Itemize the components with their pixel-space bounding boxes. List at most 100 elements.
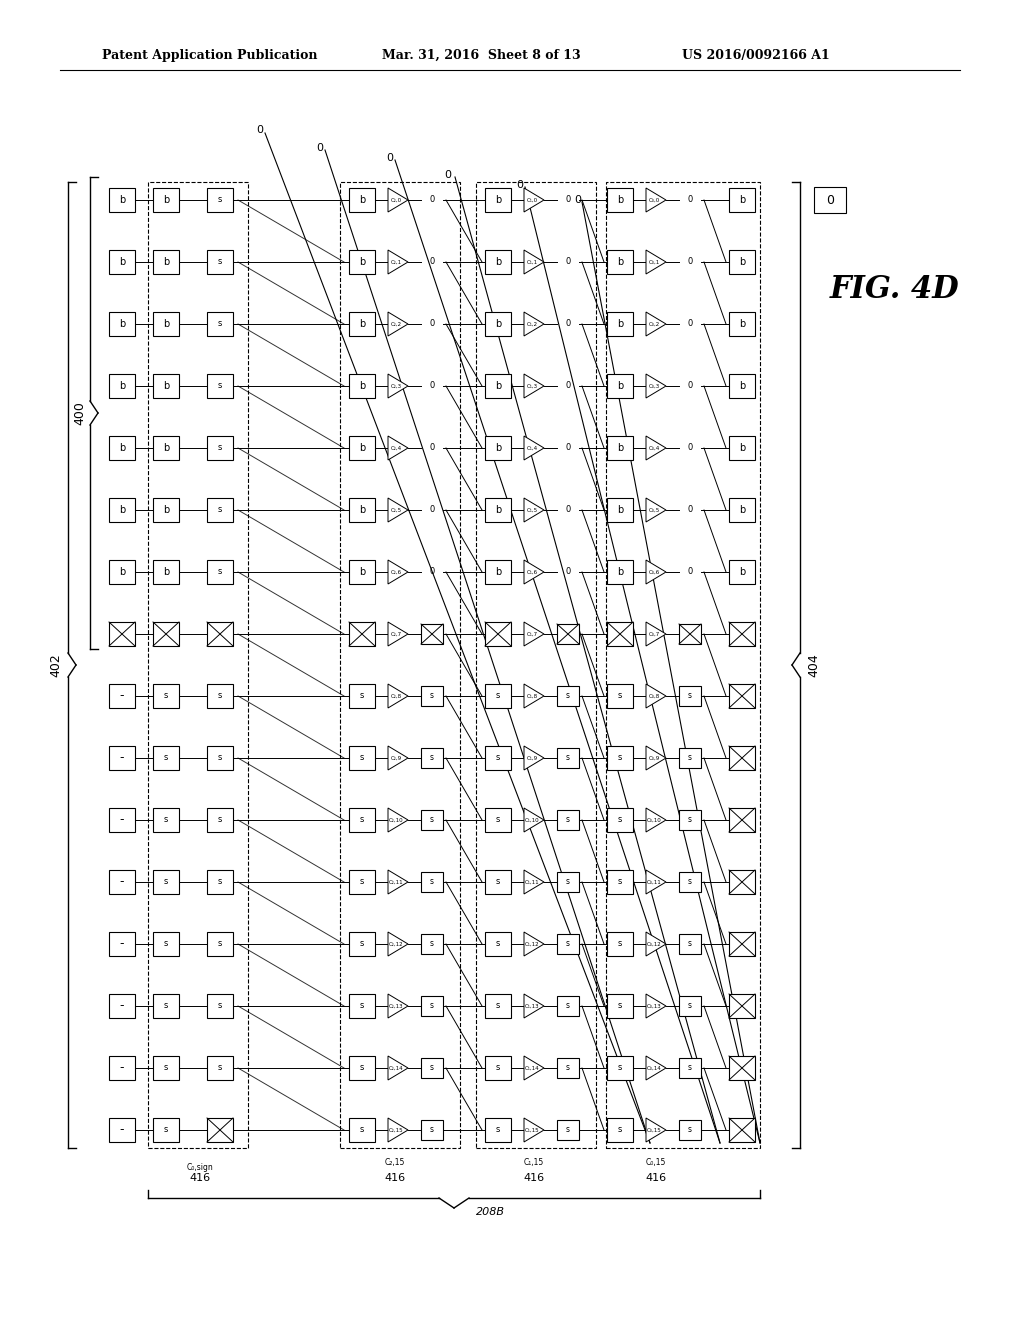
Text: s: s (430, 816, 434, 825)
Text: 0: 0 (429, 506, 434, 515)
Text: C₀,sign: C₀,sign (186, 1163, 213, 1172)
Text: s: s (164, 1126, 168, 1134)
Text: s: s (566, 940, 570, 949)
Bar (729, 1056, 755, 1080)
Polygon shape (646, 1118, 666, 1142)
Polygon shape (388, 994, 408, 1018)
Text: s: s (164, 816, 168, 825)
Polygon shape (524, 808, 544, 832)
Bar (729, 187, 755, 213)
Text: b: b (119, 568, 125, 577)
Text: C₀,6: C₀,6 (648, 569, 659, 574)
Bar (349, 932, 375, 956)
Text: C₀,14: C₀,14 (646, 1065, 662, 1071)
Text: s: s (218, 940, 222, 949)
Polygon shape (646, 746, 666, 770)
Polygon shape (388, 870, 408, 894)
Text: C₀,7: C₀,7 (648, 631, 659, 636)
Bar (153, 684, 179, 708)
Polygon shape (388, 249, 408, 275)
Bar (349, 312, 375, 337)
Bar (729, 932, 755, 956)
Text: C₁,15: C₁,15 (524, 1158, 544, 1167)
Bar (485, 312, 511, 337)
Bar (109, 436, 135, 459)
Text: 0: 0 (565, 257, 570, 267)
Text: 0: 0 (565, 319, 570, 329)
Text: s: s (430, 692, 434, 701)
Bar (485, 374, 511, 399)
Text: s: s (617, 878, 623, 887)
Text: b: b (739, 568, 745, 577)
Polygon shape (646, 187, 666, 213)
Bar (109, 808, 135, 832)
Bar (109, 994, 135, 1018)
Bar (207, 932, 233, 956)
Bar (207, 498, 233, 521)
Text: C₂,11: C₂,11 (389, 879, 403, 884)
Polygon shape (388, 1056, 408, 1080)
Text: C₁,1: C₁,1 (526, 260, 538, 264)
Text: C₀,11: C₀,11 (646, 879, 662, 884)
Text: C₂,0: C₂,0 (390, 198, 401, 202)
Text: b: b (163, 568, 169, 577)
Polygon shape (524, 1118, 544, 1142)
Text: s: s (218, 195, 222, 205)
Bar (557, 624, 579, 644)
Bar (485, 622, 511, 645)
Text: s: s (430, 1064, 434, 1072)
Text: C₀,1: C₀,1 (648, 260, 659, 264)
Bar (557, 810, 579, 830)
Bar (679, 624, 701, 644)
Text: b: b (495, 506, 501, 515)
Text: s: s (566, 878, 570, 887)
Text: s: s (430, 1002, 434, 1011)
Bar (485, 1056, 511, 1080)
Text: b: b (358, 506, 366, 515)
Bar (607, 560, 633, 583)
Text: C₂,4: C₂,4 (390, 446, 401, 450)
Text: s: s (430, 1126, 434, 1134)
Bar (153, 994, 179, 1018)
Bar (607, 374, 633, 399)
Text: b: b (119, 506, 125, 515)
Text: C₀,5: C₀,5 (648, 507, 659, 512)
Text: s: s (218, 381, 222, 391)
Text: C₁,6: C₁,6 (526, 569, 538, 574)
Text: 416: 416 (384, 1173, 406, 1183)
Text: C₀,12: C₀,12 (646, 941, 662, 946)
Text: C₀,3: C₀,3 (648, 384, 659, 388)
Bar (349, 870, 375, 894)
Bar (679, 748, 701, 768)
Text: b: b (358, 444, 366, 453)
Text: s: s (218, 319, 222, 329)
Text: s: s (688, 940, 692, 949)
Polygon shape (646, 1056, 666, 1080)
Bar (421, 873, 443, 892)
Text: C₀,9: C₀,9 (648, 755, 659, 760)
Bar (153, 312, 179, 337)
Bar (207, 746, 233, 770)
Text: 0: 0 (444, 170, 452, 180)
Bar (109, 1118, 135, 1142)
Text: b: b (616, 381, 624, 391)
Text: -: - (120, 1123, 124, 1137)
Bar (349, 187, 375, 213)
Text: 0: 0 (516, 180, 523, 190)
Text: s: s (359, 1064, 365, 1072)
Text: b: b (495, 257, 501, 267)
Text: s: s (218, 506, 222, 515)
Polygon shape (524, 498, 544, 521)
Text: -: - (120, 1061, 124, 1074)
Polygon shape (388, 1118, 408, 1142)
Bar (607, 808, 633, 832)
Bar (607, 436, 633, 459)
Bar (340, 182, 460, 1148)
Bar (485, 187, 511, 213)
Text: C₁,15: C₁,15 (524, 1127, 540, 1133)
Text: b: b (163, 381, 169, 391)
Bar (607, 312, 633, 337)
Bar (679, 935, 701, 954)
Text: C₁,2: C₁,2 (526, 322, 538, 326)
Bar (729, 312, 755, 337)
